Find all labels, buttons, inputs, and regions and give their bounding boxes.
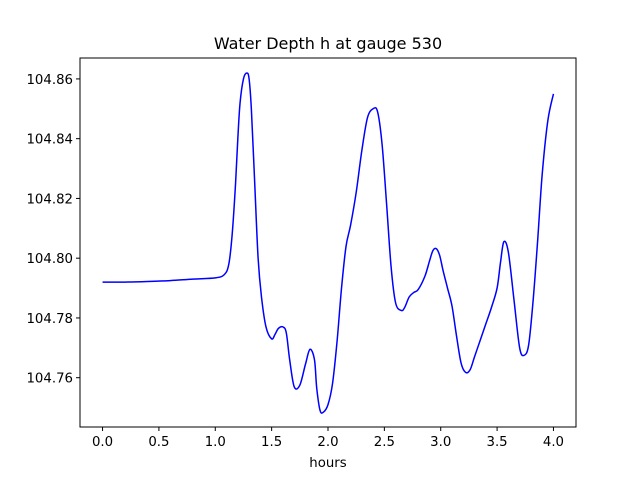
x-tick-label: 1.5	[261, 435, 282, 450]
x-axis: 0.0 0.5 1.0 1.5 2.0 2.5 3.0 3.5 4.0	[92, 427, 564, 450]
x-tick-label: 3.5	[487, 435, 508, 450]
x-tick-label: 2.5	[374, 435, 395, 450]
series-layer	[102, 72, 555, 414]
x-tick-label: 4.0	[543, 435, 564, 450]
x-tick-label: 2.0	[317, 435, 338, 450]
y-tick-label: 104.82	[26, 192, 73, 207]
y-tick-label: 104.84	[26, 133, 73, 148]
y-axis: 104.76 104.78 104.80 104.82 104.84 104.86	[26, 73, 80, 387]
x-axis-label: hours	[309, 456, 346, 471]
x-tick-label: 0.0	[92, 435, 113, 450]
y-tick-label: 104.86	[26, 73, 73, 88]
y-tick-label: 104.80	[26, 252, 73, 267]
y-tick-label: 104.76	[26, 372, 73, 387]
x-tick-label: 1.0	[205, 435, 226, 450]
chart-title: Water Depth h at gauge 530	[214, 34, 442, 53]
series-line-0	[102, 72, 555, 414]
y-tick-label: 104.78	[26, 312, 73, 327]
x-tick-label: 0.5	[148, 435, 169, 450]
x-tick-label: 3.0	[430, 435, 451, 450]
